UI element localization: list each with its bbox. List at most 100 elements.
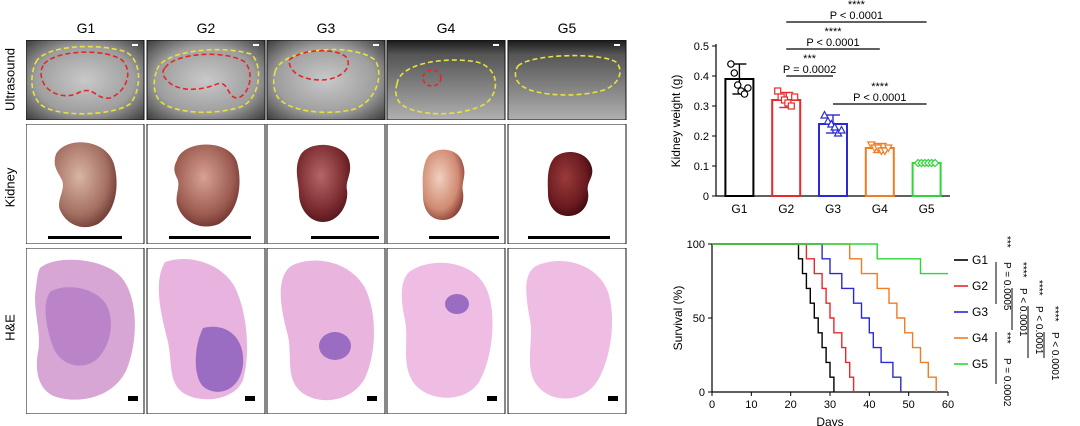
col-label-g4: G4 — [436, 20, 456, 36]
comparison-p-value: P < 0.0001 — [1017, 288, 1028, 337]
data-point — [740, 90, 749, 98]
comparison-p-value: P < 0.0001 — [1033, 306, 1044, 355]
data-point — [883, 144, 893, 153]
comparison-annotation: *** P = 0.0005 — [1001, 236, 1012, 311]
x-tick-label-g1: G1 — [731, 202, 747, 216]
bar-g4 — [864, 147, 895, 197]
y-tick-label: 50 — [693, 313, 705, 325]
comparison-stars: **** — [1017, 262, 1028, 278]
survival-line-g4 — [712, 243, 937, 392]
survival-line-g3 — [712, 243, 902, 392]
x-tick-label-g3: G3 — [825, 202, 841, 216]
kidney-photo-g4 — [386, 124, 506, 244]
comparison-p-value: P = 0.0005 — [1001, 262, 1012, 311]
he-stain-g1 — [26, 248, 145, 414]
kidney-photo-g1 — [26, 124, 145, 244]
x-tick-label: 0 — [709, 399, 715, 411]
x-tick-label: 10 — [745, 399, 757, 411]
row-label-he: H&E — [2, 314, 18, 341]
x-tick-label: 50 — [903, 399, 915, 411]
significance-p-value: P = 0.0002 — [783, 64, 836, 76]
ultrasound-g5 — [507, 40, 627, 120]
data-point — [830, 122, 840, 131]
y-tick-label: 0 — [703, 191, 709, 203]
bar-g2 — [771, 99, 802, 197]
y-axis-label: Kidney weight (g) — [669, 75, 683, 168]
x-tick-label: 20 — [785, 399, 797, 411]
he-stain-g5 — [507, 248, 627, 414]
col-label-g1: G1 — [76, 20, 96, 36]
significance-stars: **** — [824, 26, 842, 38]
col-label-g2: G2 — [196, 20, 216, 36]
col-label-g3: G3 — [316, 20, 336, 36]
data-point — [730, 69, 739, 77]
x-tick-label-g5: G5 — [919, 202, 935, 216]
legend-label-g2: G2 — [972, 279, 988, 293]
comparison-p-value: P < 0.0001 — [1049, 332, 1060, 381]
he-stain-g3 — [266, 248, 386, 414]
he-stain-row — [26, 248, 627, 414]
legend-label-g4: G4 — [972, 331, 988, 345]
x-tick-label: 60 — [942, 399, 954, 411]
row-label-kidney: Kidney — [2, 167, 18, 208]
ultrasound-g3 — [266, 40, 386, 120]
ultrasound-g2 — [146, 40, 266, 120]
legend-label-g3: G3 — [972, 305, 988, 319]
significance-p-value: P < 0.0001 — [830, 10, 883, 22]
comparison-stars: **** — [1033, 280, 1044, 296]
data-point — [791, 93, 799, 101]
y-axis-label: Survival (%) — [671, 286, 685, 351]
y-tick-label: 100 — [687, 239, 705, 251]
ultrasound-g1 — [26, 40, 145, 120]
kidney-photo-g5 — [507, 124, 627, 244]
significance-stars: *** — [803, 53, 817, 65]
bar-g5 — [911, 162, 942, 197]
he-stain-g4 — [386, 248, 506, 414]
data-point — [836, 125, 847, 134]
kidney-photo-g3 — [266, 124, 386, 244]
data-point — [930, 158, 940, 168]
x-tick-label: 40 — [863, 399, 875, 411]
he-stain-g2 — [146, 248, 266, 414]
kidney-photo-row — [26, 124, 627, 244]
x-tick-label-g4: G4 — [872, 202, 888, 216]
comparison-stars: **** — [1049, 306, 1060, 322]
significance-stars: **** — [848, 0, 866, 11]
survival-line-g2 — [712, 243, 855, 392]
comparison-annotation: **** P < 0.0001 — [1033, 280, 1044, 355]
comparison-p-value: P = 0.0002 — [1001, 358, 1012, 407]
comparison-annotation: **** P < 0.0001 — [1017, 262, 1028, 337]
data-point — [774, 87, 782, 95]
significance-p-value: P < 0.0001 — [806, 37, 859, 49]
survival-line-g1 — [712, 243, 835, 392]
comparison-annotation: **** P < 0.0001 — [1049, 306, 1060, 381]
legend-label-g1: G1 — [972, 253, 988, 267]
y-tick-label: 0.1 — [694, 161, 709, 173]
x-tick-label-g2: G2 — [778, 202, 794, 216]
comparison-annotation: *** P = 0.0002 — [1001, 332, 1012, 407]
ultrasound-row — [26, 40, 627, 120]
y-tick-label: 0.3 — [694, 101, 709, 113]
bar-g1 — [724, 78, 755, 197]
significance-stars: **** — [871, 81, 889, 93]
y-tick-label: 0.5 — [694, 41, 709, 53]
y-tick-label: 0.4 — [694, 71, 709, 83]
data-point — [744, 84, 752, 92]
data-point — [733, 81, 742, 89]
kidney-photo-g2 — [146, 124, 266, 244]
comparison-stars: *** — [1001, 236, 1012, 248]
x-axis-label: Days — [816, 415, 843, 426]
data-point — [819, 110, 830, 119]
y-tick-label: 0.2 — [694, 131, 709, 143]
row-label-ultrasound: Ultrasound — [2, 48, 18, 111]
kidney-weight-bar-chart: 0 0.1 0.2 0.3 0.4 0.5 Kidney weight (g) G1 G2 G3 G… — [669, 0, 950, 216]
image-grid: G1 G2 G3 G4 G5 Ultrasound Kidney H&E — [2, 20, 627, 414]
data-point — [727, 60, 735, 68]
survival-line-g5 — [712, 243, 948, 275]
data-point — [787, 102, 795, 110]
comparison-stars: *** — [1001, 332, 1012, 344]
legend-label-g5: G5 — [972, 357, 988, 371]
x-tick-label: 30 — [824, 399, 836, 411]
bar-g3 — [818, 123, 848, 197]
survival-curve-chart: 0 50 100 0 10 20 30 40 50 60 Survival (%) Days G1 G2 G… — [671, 236, 1060, 426]
